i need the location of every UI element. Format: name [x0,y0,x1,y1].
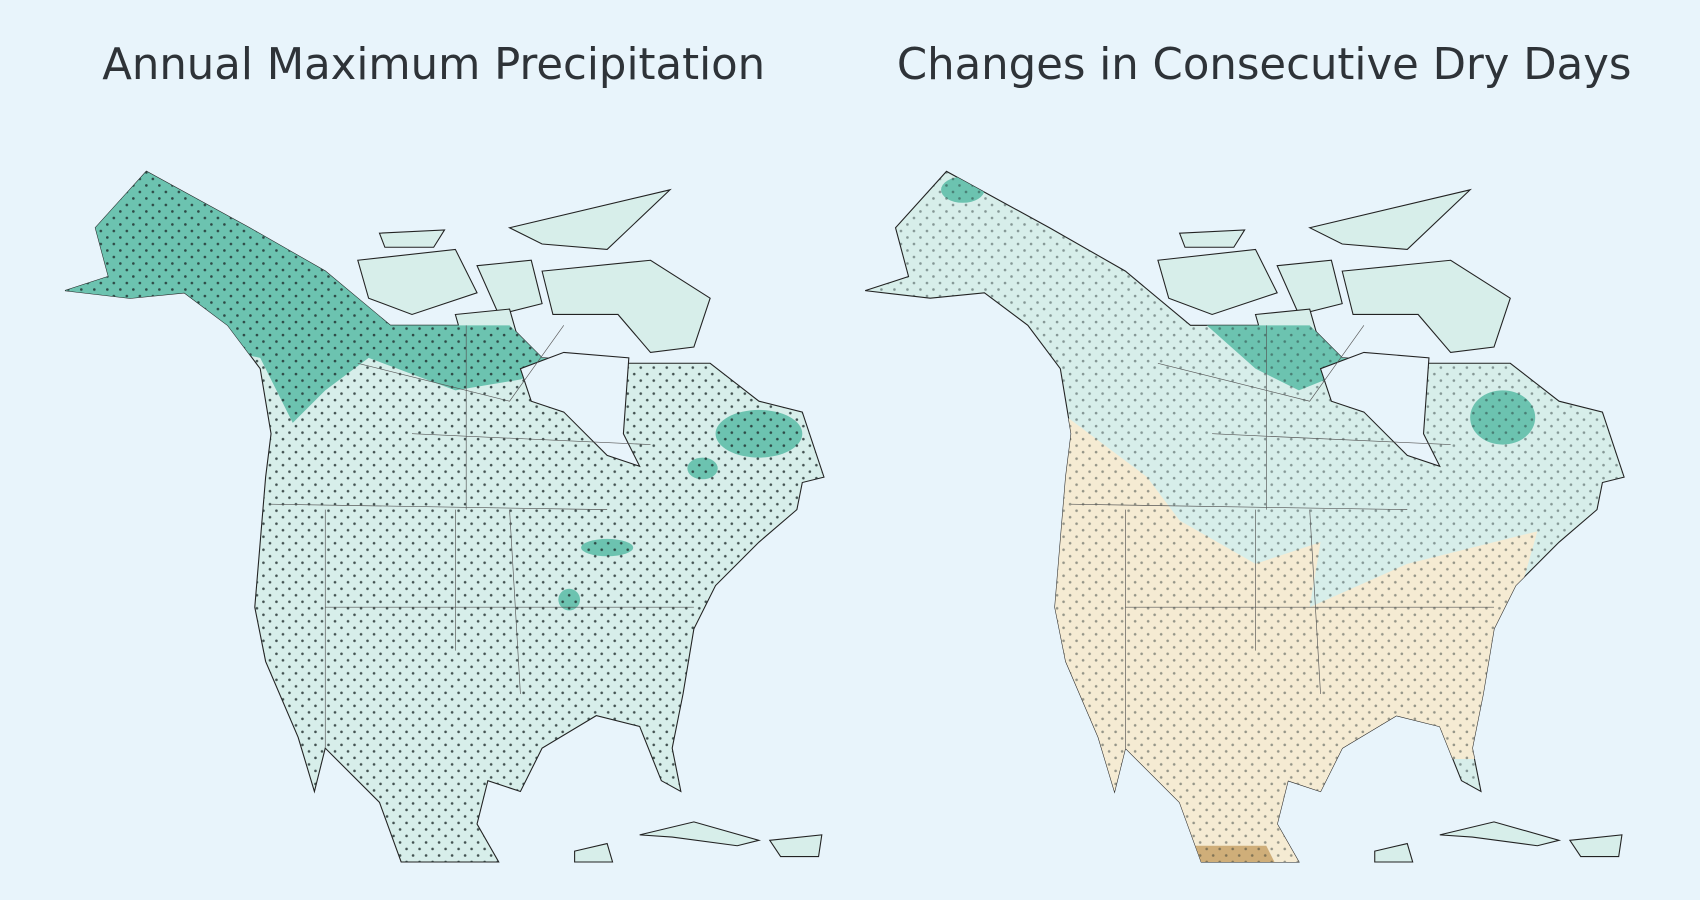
map [864,170,1625,863]
map-title: Changes in Consecutive Dry Days [897,40,1632,90]
map-title: Annual Maximum Precipitation [102,40,765,90]
map [64,170,825,863]
